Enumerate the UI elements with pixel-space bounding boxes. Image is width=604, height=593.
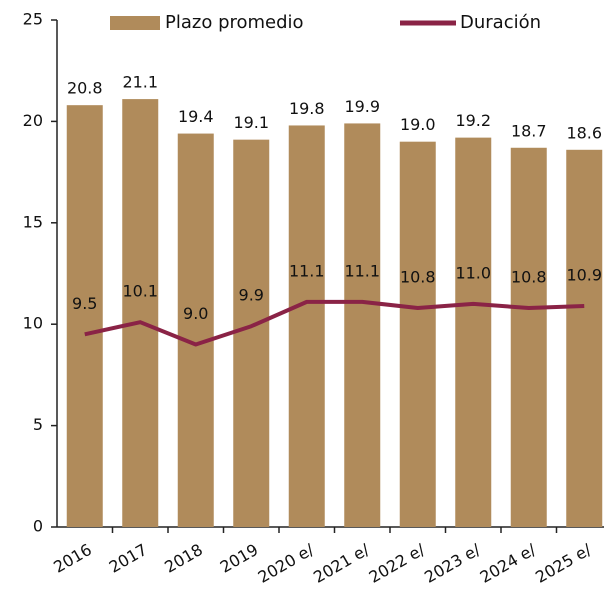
bar [399, 141, 436, 527]
bar [177, 133, 214, 527]
y-tick-label: 25 [23, 10, 43, 29]
line-value-label: 10.8 [400, 267, 436, 286]
x-tick-label: 2020 e/ [255, 540, 318, 587]
bar [288, 125, 325, 528]
line-value-label: 9.0 [183, 304, 208, 323]
bar [122, 99, 159, 527]
line-value-label: 11.0 [455, 263, 491, 282]
bar-value-label: 19.0 [400, 115, 436, 134]
line-value-label: 9.5 [72, 294, 97, 313]
bar-value-label: 18.7 [511, 121, 547, 140]
line-value-label: 11.1 [344, 261, 380, 280]
line-value-label: 11.1 [289, 261, 325, 280]
bar-value-label: 21.1 [122, 73, 158, 92]
legend-label: Plazo promedio [165, 12, 304, 33]
x-tick-label: 2023 e/ [421, 540, 484, 587]
legend-swatch [110, 16, 160, 30]
y-tick-label: 10 [23, 314, 43, 333]
x-tick-label: 2022 e/ [366, 540, 429, 587]
line-value-label: 10.9 [566, 265, 602, 284]
x-tick-label: 2024 e/ [477, 540, 540, 587]
bar-value-label: 18.6 [566, 123, 602, 142]
line-value-label: 9.9 [239, 286, 264, 305]
y-tick-label: 5 [33, 415, 43, 434]
bar-value-label: 19.4 [178, 107, 214, 126]
x-tick-label: 2016 [50, 540, 95, 577]
y-tick-label: 15 [23, 212, 43, 231]
y-tick-label: 20 [23, 111, 43, 130]
bar [233, 139, 270, 528]
bar [344, 123, 381, 527]
x-tick-label: 2021 e/ [310, 540, 373, 587]
x-tick-label: 2018 [161, 540, 206, 577]
legend-label: Duración [460, 12, 541, 33]
bar [566, 149, 603, 528]
line-value-label: 10.8 [511, 267, 547, 286]
bar-value-label: 19.1 [233, 113, 269, 132]
y-tick-label: 0 [33, 517, 43, 536]
line-value-label: 10.1 [122, 282, 158, 301]
bar [455, 137, 492, 527]
line [84, 299, 585, 347]
x-tick-label: 2025 e/ [532, 540, 595, 587]
bar [66, 105, 103, 528]
x-tick-label: 2017 [106, 540, 151, 577]
bar [510, 147, 547, 527]
bar-value-label: 20.8 [67, 79, 103, 98]
bar-value-label: 19.8 [289, 99, 325, 118]
bar-value-label: 19.9 [344, 97, 380, 116]
bar-value-label: 19.2 [455, 111, 491, 130]
